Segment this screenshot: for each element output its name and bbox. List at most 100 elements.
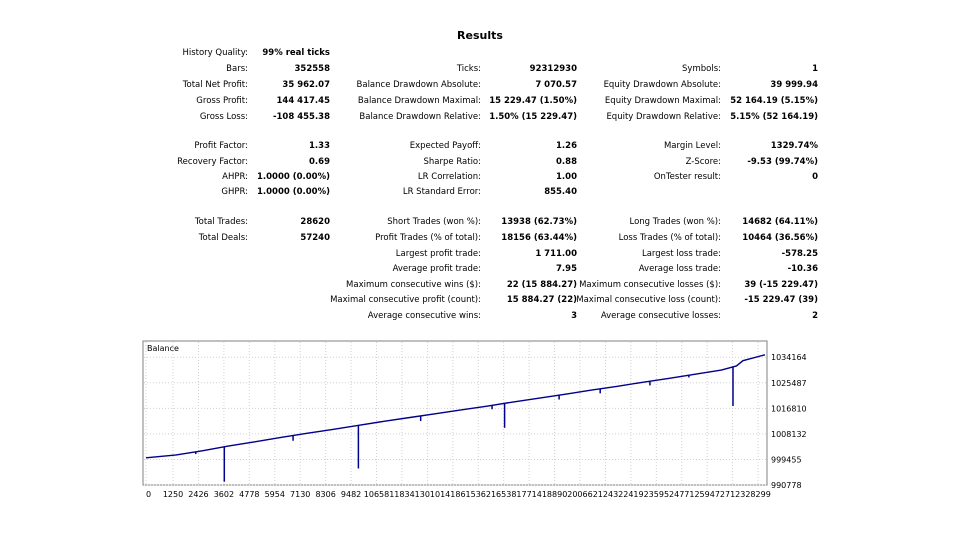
stat-label: Average profit trade:: [392, 264, 481, 274]
stat-value: 144 417.45: [276, 96, 330, 106]
stat-label: Largest profit trade:: [395, 249, 481, 259]
stat-value: 18156 (63.44%): [501, 233, 577, 243]
x-tick-label: 13010: [415, 490, 440, 499]
stat-value: 92312930: [529, 64, 577, 74]
stat-label: Long Trades (won %):: [629, 217, 722, 227]
stat-value: 352558: [294, 64, 331, 74]
stat-label: Maximal consecutive profit (count):: [330, 295, 481, 305]
stat-value: -10.36: [787, 264, 818, 274]
stat-value: 1.0000 (0.00%): [256, 187, 330, 197]
x-tick-label: 17714: [516, 490, 541, 499]
stat-value: 7.95: [556, 264, 577, 274]
x-tick-label: 25947: [694, 490, 719, 499]
stat-label: Maximum consecutive losses ($):: [579, 280, 721, 290]
x-tick-label: 20066: [567, 490, 592, 499]
x-tick-label: 22419: [618, 490, 643, 499]
stat-label: Margin Level:: [663, 141, 721, 151]
stat-label: Total Deals:: [198, 233, 248, 243]
stat-label: Largest loss trade:: [641, 249, 721, 259]
stat-label: LR Standard Error:: [402, 187, 481, 197]
stat-value: 1.26: [556, 141, 577, 151]
stat-value: 1329.74%: [770, 141, 818, 151]
stat-label: Gross Loss:: [199, 112, 248, 122]
stat-label: Gross Profit:: [196, 96, 248, 106]
stat-label: Equity Drawdown Absolute:: [603, 80, 721, 90]
stat-value: 1.0000 (0.00%): [256, 172, 330, 182]
stat-label: History Quality:: [182, 48, 248, 58]
x-tick-label: 21243: [593, 490, 618, 499]
chart-frame: [142, 340, 768, 486]
stat-label: Bars:: [226, 64, 248, 74]
y-tick-label: 1008132: [771, 430, 807, 439]
x-tick-label: 23595: [644, 490, 669, 499]
stat-label: Loss Trades (% of total):: [618, 233, 721, 243]
stat-label: Ticks:: [456, 64, 481, 74]
stat-value: 13938 (62.73%): [501, 217, 577, 227]
stat-label: Total Trades:: [194, 217, 248, 227]
x-tick-label: 8306: [315, 490, 335, 499]
stat-value: 1.50% (15 229.47): [489, 112, 577, 122]
stat-label: Average consecutive losses:: [600, 311, 721, 321]
stat-value: 0: [812, 172, 818, 182]
stat-value: 0.88: [556, 157, 577, 167]
x-tick-label: 27123: [720, 490, 745, 499]
stat-value: 1.33: [309, 141, 330, 151]
stat-value: 57240: [300, 233, 330, 243]
stat-value: 99% real ticks: [262, 48, 330, 58]
stat-value: 28620: [300, 217, 330, 227]
stat-label: GHPR:: [221, 187, 248, 197]
x-tick-label: 0: [146, 490, 151, 499]
x-tick-label: 18890: [542, 490, 567, 499]
x-tick-label: 15362: [466, 490, 491, 499]
stat-value: 39 999.94: [770, 80, 818, 90]
x-tick-label: 3602: [214, 490, 234, 499]
x-tick-label: 9482: [341, 490, 361, 499]
stat-value: 1: [812, 64, 818, 74]
stat-value: 15 229.47 (1.50%): [489, 96, 577, 106]
stat-label: Maximal consecutive loss (count):: [576, 295, 721, 305]
stat-value: -15 229.47 (39): [744, 295, 818, 305]
stat-label: Profit Factor:: [194, 141, 248, 151]
stat-value: 1.00: [556, 172, 577, 182]
stat-label: Equity Drawdown Maximal:: [604, 96, 721, 106]
stat-label: LR Correlation:: [417, 172, 481, 182]
y-tick-label: 1025487: [771, 379, 807, 388]
stat-label: Balance Drawdown Relative:: [359, 112, 481, 122]
x-tick-label: 11834: [389, 490, 414, 499]
stat-label: Symbols:: [682, 64, 721, 74]
stat-value: 1 711.00: [535, 249, 577, 259]
x-tick-label: 24771: [669, 490, 694, 499]
stat-value: -9.53 (99.74%): [747, 157, 818, 167]
stat-label: Equity Drawdown Relative:: [606, 112, 721, 122]
stat-label: Average loss trade:: [638, 264, 721, 274]
x-tick-label: 1250: [163, 490, 183, 499]
stat-label: Maximum consecutive wins ($):: [346, 280, 481, 290]
stat-label: Short Trades (won %):: [387, 217, 481, 227]
stat-label: Profit Trades (% of total):: [375, 233, 481, 243]
stat-value: 0.69: [309, 157, 330, 167]
stat-value: 2: [812, 311, 818, 321]
x-tick-label: 7130: [290, 490, 310, 499]
stat-label: OnTester result:: [653, 172, 721, 182]
x-tick-label: 16538: [491, 490, 516, 499]
stat-value: 3: [571, 311, 577, 321]
chart-title: Balance: [147, 344, 179, 353]
stat-value: 5.15% (52 164.19): [730, 112, 818, 122]
stat-label: AHPR:: [222, 172, 248, 182]
balance-line: [145, 354, 766, 459]
x-tick-label: 4778: [239, 490, 259, 499]
y-tick-label: 999455: [771, 455, 802, 464]
y-tick-label: 990778: [771, 481, 802, 490]
stat-label: Sharpe Ratio:: [423, 157, 482, 167]
stat-label: Average consecutive wins:: [367, 311, 481, 321]
stat-value: 35 962.07: [282, 80, 330, 90]
stat-label: Balance Drawdown Maximal:: [357, 96, 481, 106]
x-tick-label: 2426: [188, 490, 208, 499]
x-tick-label: 10658: [364, 490, 389, 499]
stat-label: Balance Drawdown Absolute:: [356, 80, 481, 90]
page-title: Results: [457, 29, 503, 42]
x-tick-label: 28299: [745, 490, 770, 499]
stat-value: 10464 (36.56%): [742, 233, 818, 243]
stat-label: Total Net Profit:: [182, 80, 248, 90]
